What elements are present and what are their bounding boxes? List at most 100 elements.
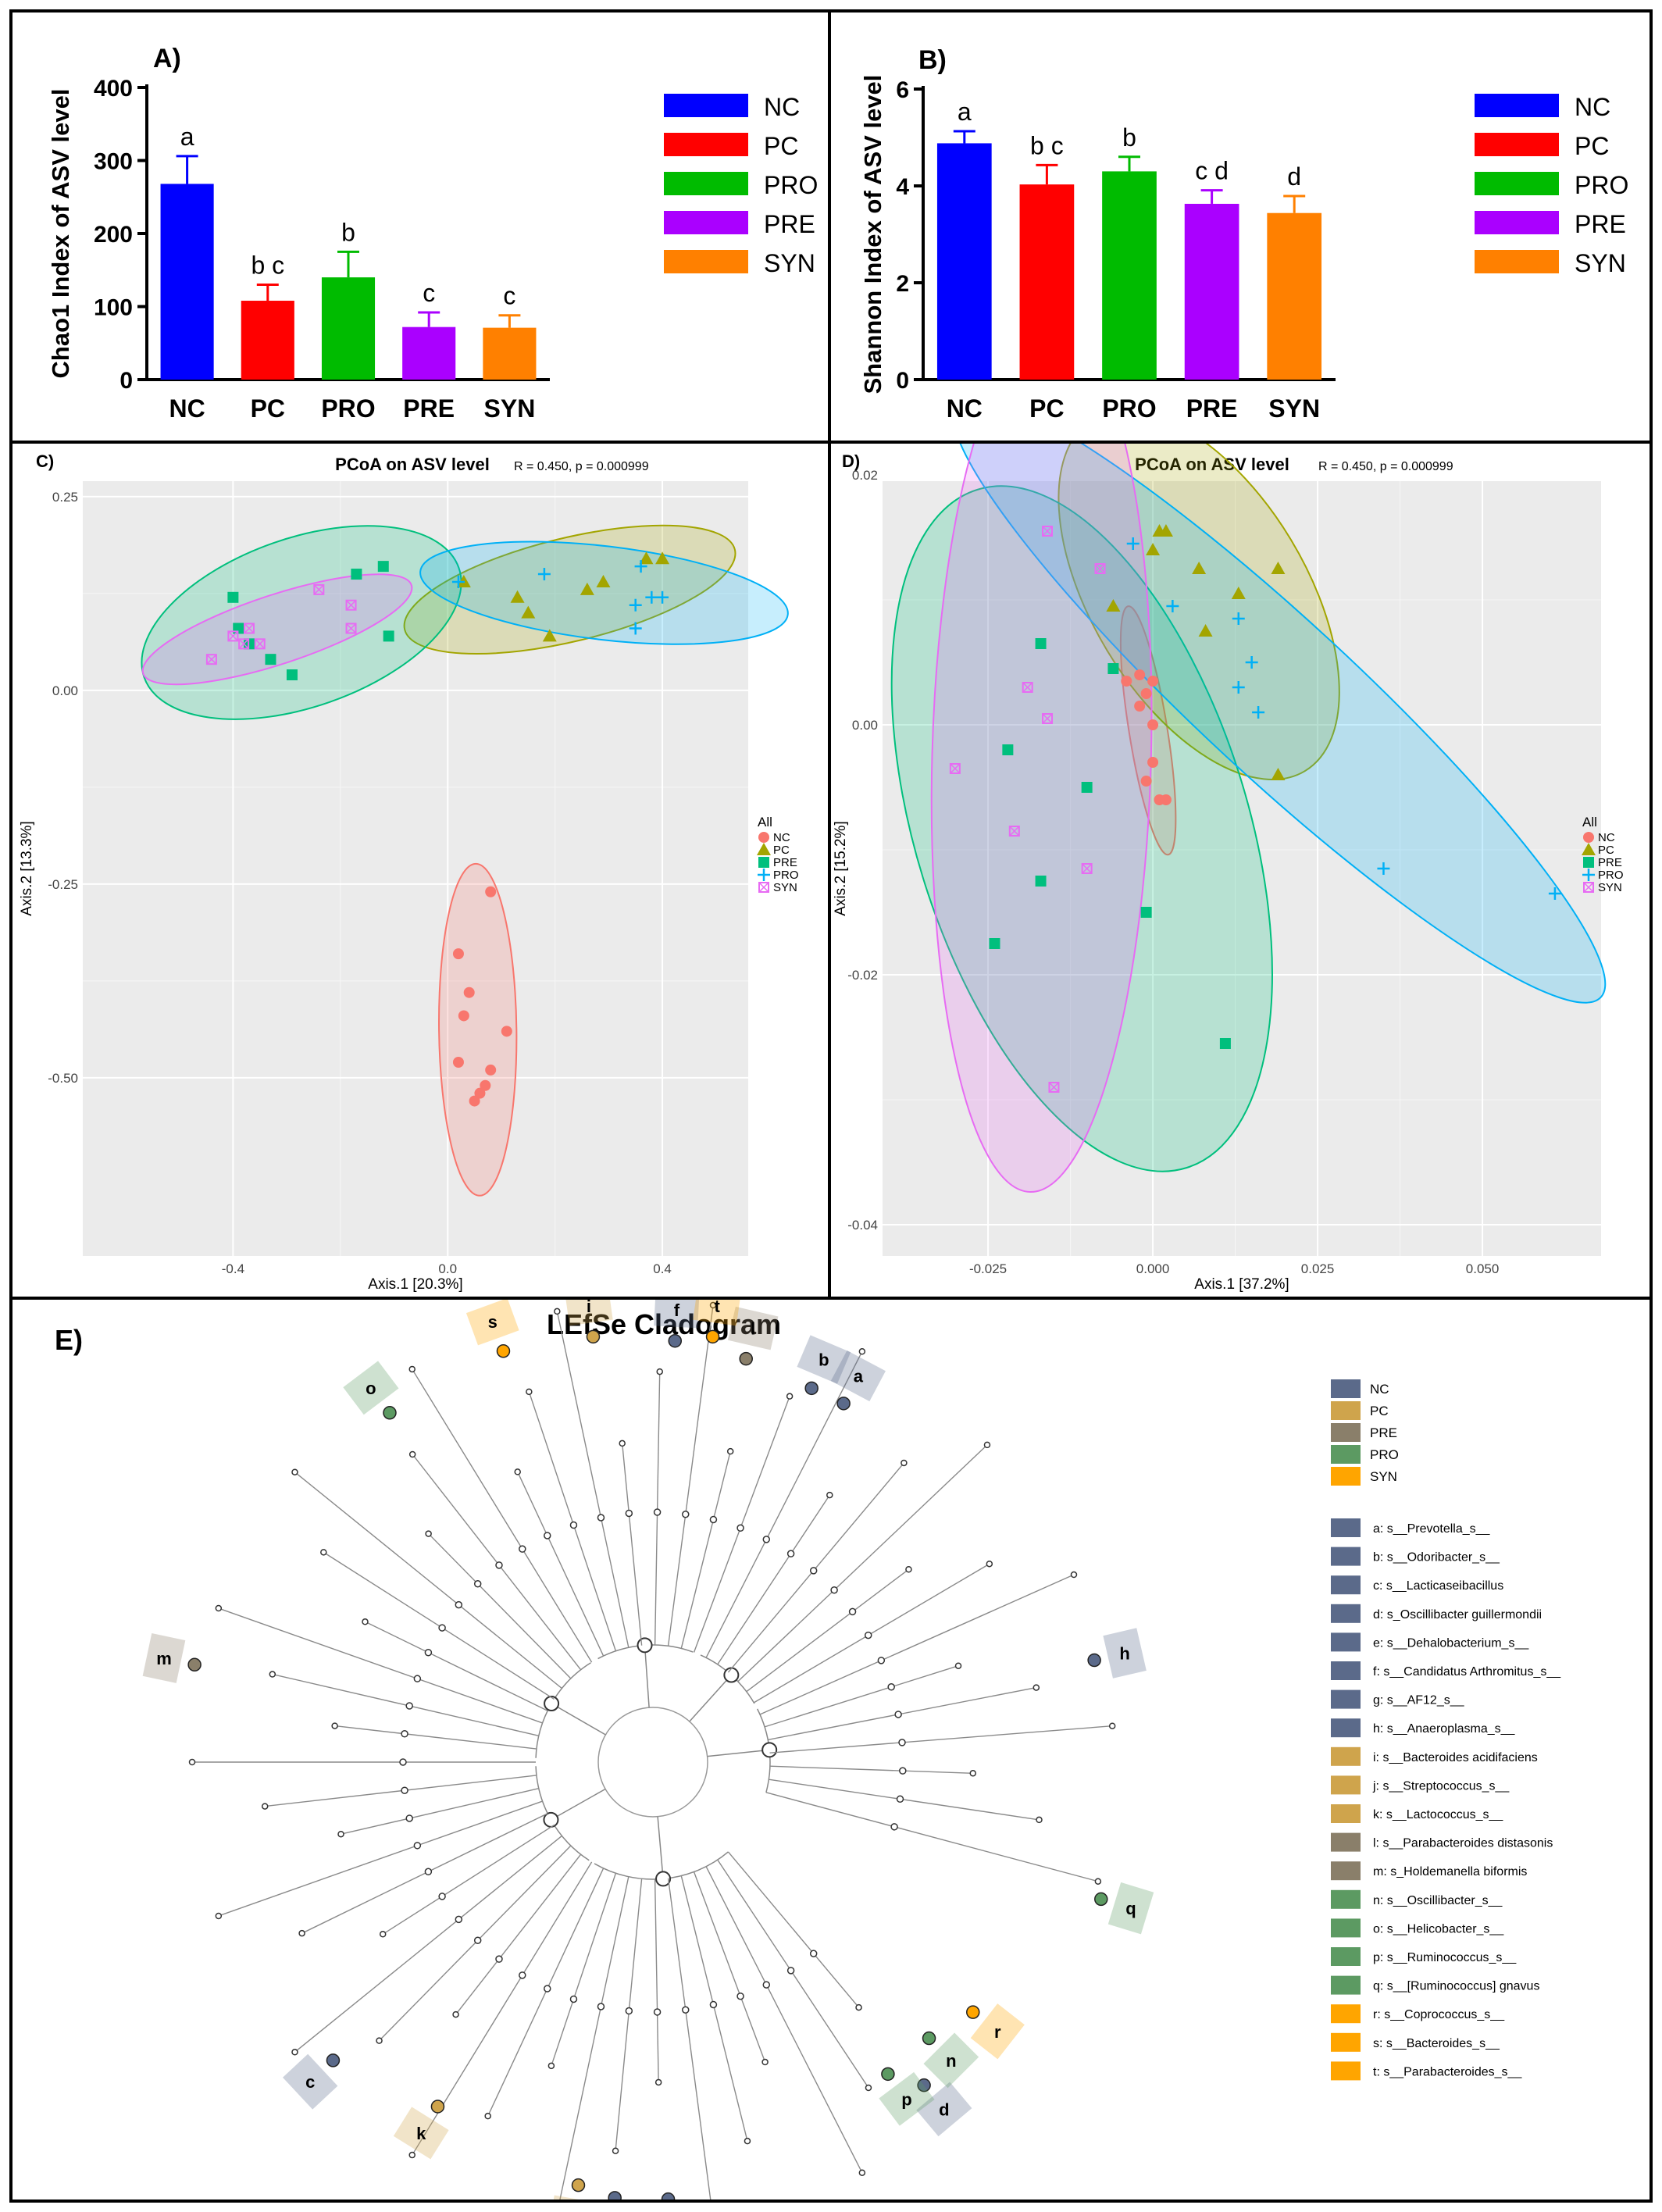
clade-letter: b	[819, 1350, 829, 1370]
legend-swatch	[664, 172, 748, 195]
node	[848, 1607, 857, 1616]
bar-pro	[321, 277, 376, 380]
plot-background	[883, 481, 1601, 1256]
clade-letter: o	[366, 1379, 376, 1398]
x-tick-label: 0.025	[1301, 1261, 1335, 1276]
taxon-label: c: s__Lacticaseibacillus	[1373, 1579, 1503, 1593]
leaf-node	[901, 1459, 908, 1467]
x-tick-label: NC	[169, 394, 205, 423]
branch	[707, 1749, 770, 1757]
node	[519, 1545, 526, 1553]
legend-label: NC	[773, 831, 790, 844]
taxon-label: r: s__Coprococcus_s__	[1373, 2008, 1505, 2021]
taxon-label: n: s__Oscillibacter_s__	[1373, 1894, 1503, 1907]
x-axis-label: Axis.1 [37.2%]	[1194, 1276, 1289, 1293]
point-box-x2	[950, 764, 960, 773]
legend-swatch	[1475, 172, 1559, 195]
node	[544, 1985, 551, 1993]
leaf-node	[656, 1368, 663, 1375]
biomarker-node	[496, 1344, 511, 1358]
group-legend-label: NC	[1370, 1382, 1389, 1397]
point-box-x2	[207, 655, 216, 664]
node	[809, 1567, 818, 1575]
y-tick-label: -0.50	[48, 1071, 78, 1086]
node	[830, 1586, 838, 1594]
significance-letter: a	[958, 98, 972, 126]
point-box-x2	[759, 883, 769, 892]
significance-letter: c d	[1195, 157, 1229, 185]
x-tick-label: 0.0	[438, 1261, 457, 1276]
leaf-branch	[218, 1607, 543, 1724]
panel-label: B)	[918, 45, 947, 75]
point-square	[1583, 857, 1594, 868]
taxon-label: g: s__AF12_s__	[1373, 1694, 1465, 1707]
point-triangle	[521, 605, 536, 619]
y-tick-label: 0	[896, 368, 909, 394]
node	[682, 1510, 690, 1518]
legend-label: PRE	[773, 856, 797, 869]
point-circle	[758, 832, 769, 843]
node	[887, 1683, 895, 1691]
node	[544, 1532, 551, 1539]
x-tick-label: SYN	[1268, 394, 1320, 423]
node	[762, 1536, 771, 1543]
y-axis-label: Shannon Index of ASV level	[859, 75, 886, 394]
point-square	[286, 669, 298, 680]
clade-letter: n	[946, 2051, 956, 2071]
point-box-x2	[1049, 1083, 1058, 1092]
leaf-node	[320, 1549, 327, 1556]
leaf-branch	[412, 1454, 582, 1671]
point-triangle	[510, 590, 525, 603]
leaf-node	[1070, 1571, 1078, 1579]
taxon-swatch	[1331, 1547, 1361, 1566]
clade-letter: c	[305, 2072, 315, 2092]
taxon-label: p: s__Ruminococcus_s__	[1373, 1951, 1517, 1964]
taxon-swatch	[1331, 1661, 1361, 1680]
node	[473, 1936, 482, 1944]
legend-swatch	[664, 94, 748, 117]
point-square	[227, 591, 239, 603]
node	[736, 1524, 744, 1532]
leaf-node	[526, 1388, 533, 1396]
legend-label: PRE	[764, 210, 815, 238]
cladogram-tree: abcdefghijklmnopqrst	[142, 1286, 1154, 2212]
point-triangle	[580, 582, 594, 595]
point-box-x2	[228, 631, 237, 640]
point-square	[1219, 1038, 1231, 1049]
node	[438, 1893, 446, 1900]
legend-label: SYN	[773, 881, 797, 894]
node	[413, 1675, 422, 1682]
point-circle	[480, 1079, 491, 1091]
node	[569, 1521, 578, 1529]
leaf-branch	[753, 1563, 990, 1704]
leaf-node	[709, 1301, 717, 1309]
leaf-node	[215, 1912, 223, 1920]
point-square	[1107, 663, 1119, 674]
legend-label: PC	[1575, 132, 1609, 160]
point-box	[1042, 526, 1054, 537]
leaf-branch	[680, 1875, 748, 2142]
leaf-node	[654, 2078, 662, 2086]
panel-b-frame: B) 0 2 4 6 Shannon Index of ASV level a NC b c PC…	[828, 9, 1653, 447]
node	[894, 1711, 902, 1718]
point-circle	[474, 1087, 486, 1099]
taxon-swatch	[1331, 1804, 1361, 1823]
legend-swatch	[664, 211, 748, 234]
biomarker-node	[668, 1333, 683, 1348]
taxon-label: b: s__Odoribacter_s__	[1373, 1551, 1500, 1564]
leaf-branch	[334, 1725, 537, 1750]
clade-highlight	[654, 1291, 700, 1329]
bar-pre	[1184, 203, 1239, 380]
chao1-bar-chart: A) 0 100 200 300 400 Chao1 Index of ASV level a…	[47, 44, 818, 423]
legend-swatch	[664, 133, 748, 156]
node	[809, 1950, 818, 1957]
group-legend-label: PC	[1370, 1404, 1389, 1418]
lefse-cladogram: E) LEfSe Cladogram NC PC PRE PRO SYN a: s__Prev…	[55, 1286, 1561, 2212]
clade-highlight	[879, 2071, 935, 2126]
legend-label: PRO	[1575, 171, 1628, 199]
point-square	[1035, 638, 1047, 649]
leaf-branch	[705, 1350, 863, 1658]
x-tick-label: 0.050	[1466, 1261, 1500, 1276]
leaf-branch	[667, 1878, 713, 2212]
taxon-swatch	[1331, 1861, 1361, 1881]
